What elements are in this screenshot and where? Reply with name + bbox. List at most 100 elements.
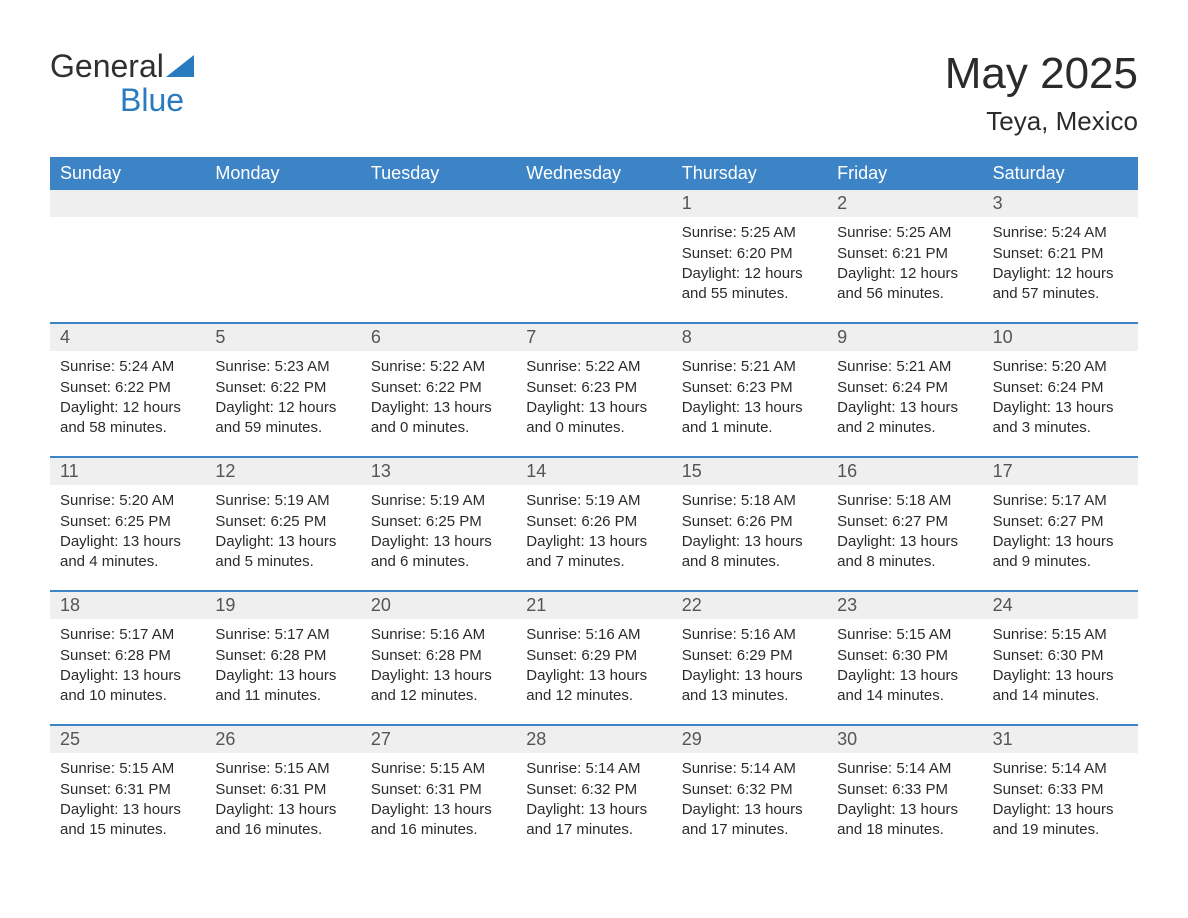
logo: General Blue (50, 50, 194, 117)
sunrise-text: Sunrise: 5:14 AM (682, 759, 817, 779)
daylight-text: Daylight: 12 hours and 57 minutes. (993, 264, 1128, 305)
day-details: Sunrise: 5:15 AMSunset: 6:31 PMDaylight:… (205, 753, 360, 858)
day-details: Sunrise: 5:21 AMSunset: 6:23 PMDaylight:… (672, 351, 827, 456)
day-details-row: Sunrise: 5:20 AMSunset: 6:25 PMDaylight:… (50, 485, 1138, 590)
day-number-row: 11121314151617 (50, 458, 1138, 485)
sunrise-text: Sunrise: 5:15 AM (993, 625, 1128, 645)
sunset-text: Sunset: 6:24 PM (837, 378, 972, 398)
sunset-text: Sunset: 6:26 PM (526, 512, 661, 532)
sunset-text: Sunset: 6:31 PM (215, 780, 350, 800)
day-number: 12 (205, 458, 360, 485)
week-row: 45678910Sunrise: 5:24 AMSunset: 6:22 PMD… (50, 322, 1138, 456)
sunset-text: Sunset: 6:31 PM (60, 780, 195, 800)
sunset-text: Sunset: 6:29 PM (526, 646, 661, 666)
sunset-text: Sunset: 6:30 PM (993, 646, 1128, 666)
day-number: 4 (50, 324, 205, 351)
daylight-text: Daylight: 13 hours and 14 minutes. (837, 666, 972, 707)
day-number-row: 123 (50, 190, 1138, 217)
sunrise-text: Sunrise: 5:20 AM (60, 491, 195, 511)
daylight-text: Daylight: 13 hours and 9 minutes. (993, 532, 1128, 573)
day-details (516, 217, 671, 322)
sunrise-text: Sunrise: 5:15 AM (215, 759, 350, 779)
calendar: Sunday Monday Tuesday Wednesday Thursday… (50, 157, 1138, 858)
sunset-text: Sunset: 6:22 PM (215, 378, 350, 398)
day-details: Sunrise: 5:19 AMSunset: 6:26 PMDaylight:… (516, 485, 671, 590)
day-details (205, 217, 360, 322)
daylight-text: Daylight: 13 hours and 7 minutes. (526, 532, 661, 573)
day-details: Sunrise: 5:14 AMSunset: 6:32 PMDaylight:… (516, 753, 671, 858)
day-number: 10 (983, 324, 1138, 351)
day-details (361, 217, 516, 322)
day-number: 17 (983, 458, 1138, 485)
daylight-text: Daylight: 12 hours and 59 minutes. (215, 398, 350, 439)
day-details: Sunrise: 5:15 AMSunset: 6:30 PMDaylight:… (983, 619, 1138, 724)
sunrise-text: Sunrise: 5:16 AM (371, 625, 506, 645)
day-details: Sunrise: 5:14 AMSunset: 6:33 PMDaylight:… (827, 753, 982, 858)
day-details: Sunrise: 5:15 AMSunset: 6:31 PMDaylight:… (50, 753, 205, 858)
day-details: Sunrise: 5:25 AMSunset: 6:21 PMDaylight:… (827, 217, 982, 322)
location-label: Teya, Mexico (945, 106, 1138, 137)
day-details: Sunrise: 5:25 AMSunset: 6:20 PMDaylight:… (672, 217, 827, 322)
day-details: Sunrise: 5:20 AMSunset: 6:25 PMDaylight:… (50, 485, 205, 590)
sunset-text: Sunset: 6:21 PM (837, 244, 972, 264)
daylight-text: Daylight: 13 hours and 8 minutes. (682, 532, 817, 573)
sunrise-text: Sunrise: 5:22 AM (371, 357, 506, 377)
day-number-row: 18192021222324 (50, 592, 1138, 619)
sunset-text: Sunset: 6:32 PM (526, 780, 661, 800)
sunset-text: Sunset: 6:31 PM (371, 780, 506, 800)
daylight-text: Daylight: 13 hours and 17 minutes. (526, 800, 661, 841)
day-details: Sunrise: 5:17 AMSunset: 6:28 PMDaylight:… (50, 619, 205, 724)
day-details (50, 217, 205, 322)
day-details: Sunrise: 5:17 AMSunset: 6:28 PMDaylight:… (205, 619, 360, 724)
sunrise-text: Sunrise: 5:25 AM (837, 223, 972, 243)
sunset-text: Sunset: 6:25 PM (371, 512, 506, 532)
sunrise-text: Sunrise: 5:14 AM (526, 759, 661, 779)
day-details-row: Sunrise: 5:17 AMSunset: 6:28 PMDaylight:… (50, 619, 1138, 724)
daylight-text: Daylight: 13 hours and 17 minutes. (682, 800, 817, 841)
sunset-text: Sunset: 6:26 PM (682, 512, 817, 532)
sunrise-text: Sunrise: 5:17 AM (993, 491, 1128, 511)
day-details: Sunrise: 5:19 AMSunset: 6:25 PMDaylight:… (361, 485, 516, 590)
sunrise-text: Sunrise: 5:15 AM (837, 625, 972, 645)
day-number: 7 (516, 324, 671, 351)
sunset-text: Sunset: 6:25 PM (60, 512, 195, 532)
daylight-text: Daylight: 12 hours and 55 minutes. (682, 264, 817, 305)
day-details: Sunrise: 5:22 AMSunset: 6:23 PMDaylight:… (516, 351, 671, 456)
daylight-text: Daylight: 13 hours and 2 minutes. (837, 398, 972, 439)
day-header: Monday (205, 157, 360, 190)
day-details: Sunrise: 5:18 AMSunset: 6:26 PMDaylight:… (672, 485, 827, 590)
day-number: 27 (361, 726, 516, 753)
sunset-text: Sunset: 6:22 PM (371, 378, 506, 398)
day-header: Thursday (672, 157, 827, 190)
daylight-text: Daylight: 12 hours and 58 minutes. (60, 398, 195, 439)
day-number: 26 (205, 726, 360, 753)
daylight-text: Daylight: 13 hours and 12 minutes. (371, 666, 506, 707)
day-header: Friday (827, 157, 982, 190)
day-details: Sunrise: 5:15 AMSunset: 6:30 PMDaylight:… (827, 619, 982, 724)
logo-text-2: Blue (120, 82, 184, 118)
month-title: May 2025 (945, 50, 1138, 98)
day-number: 2 (827, 190, 982, 217)
daylight-text: Daylight: 12 hours and 56 minutes. (837, 264, 972, 305)
sunrise-text: Sunrise: 5:18 AM (837, 491, 972, 511)
day-details: Sunrise: 5:24 AMSunset: 6:22 PMDaylight:… (50, 351, 205, 456)
daylight-text: Daylight: 13 hours and 19 minutes. (993, 800, 1128, 841)
sunrise-text: Sunrise: 5:21 AM (682, 357, 817, 377)
daylight-text: Daylight: 13 hours and 16 minutes. (371, 800, 506, 841)
day-details: Sunrise: 5:14 AMSunset: 6:32 PMDaylight:… (672, 753, 827, 858)
day-number: 9 (827, 324, 982, 351)
day-details: Sunrise: 5:23 AMSunset: 6:22 PMDaylight:… (205, 351, 360, 456)
sunrise-text: Sunrise: 5:14 AM (993, 759, 1128, 779)
sunset-text: Sunset: 6:23 PM (682, 378, 817, 398)
day-number: 15 (672, 458, 827, 485)
day-details: Sunrise: 5:17 AMSunset: 6:27 PMDaylight:… (983, 485, 1138, 590)
sunrise-text: Sunrise: 5:25 AM (682, 223, 817, 243)
daylight-text: Daylight: 13 hours and 14 minutes. (993, 666, 1128, 707)
day-details-row: Sunrise: 5:24 AMSunset: 6:22 PMDaylight:… (50, 351, 1138, 456)
week-row: 25262728293031Sunrise: 5:15 AMSunset: 6:… (50, 724, 1138, 858)
sunrise-text: Sunrise: 5:16 AM (682, 625, 817, 645)
day-details: Sunrise: 5:21 AMSunset: 6:24 PMDaylight:… (827, 351, 982, 456)
sunrise-text: Sunrise: 5:19 AM (526, 491, 661, 511)
daylight-text: Daylight: 13 hours and 10 minutes. (60, 666, 195, 707)
day-number: 31 (983, 726, 1138, 753)
